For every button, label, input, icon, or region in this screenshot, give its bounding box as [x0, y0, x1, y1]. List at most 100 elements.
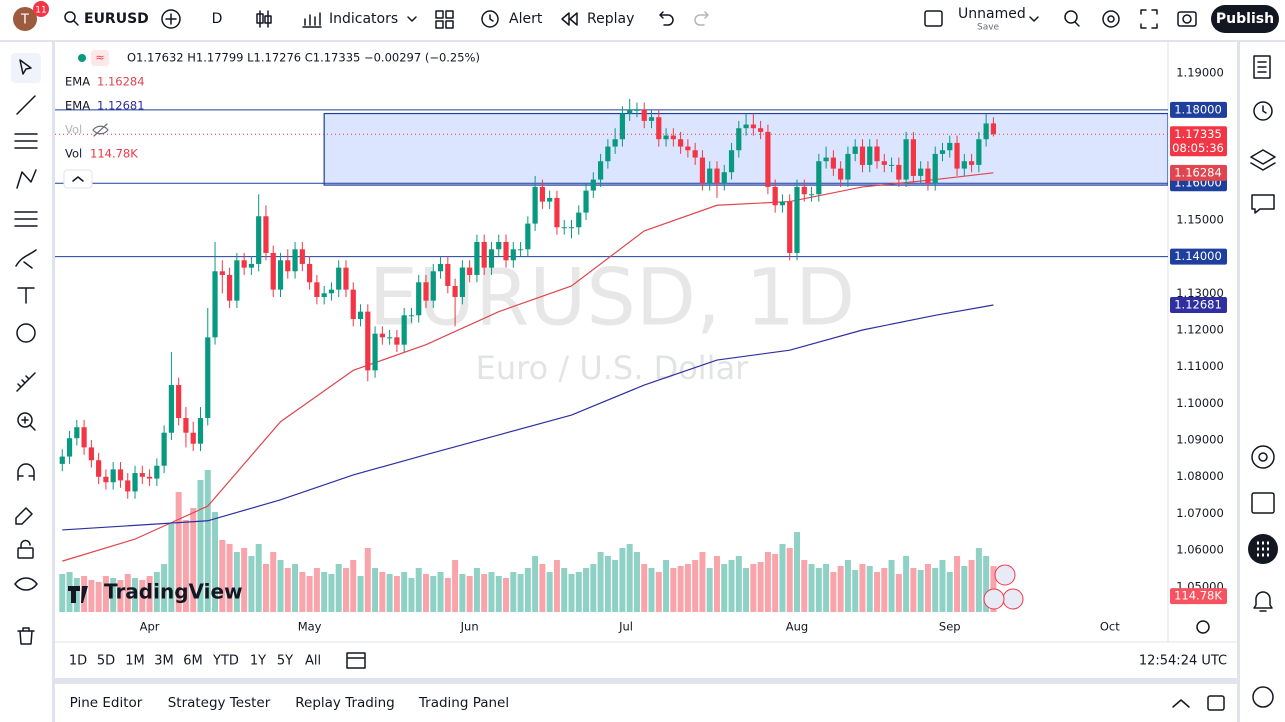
axis-settings[interactable]: [1196, 620, 1210, 634]
quick-search[interactable]: [1064, 10, 1078, 24]
symbol[interactable]: EURUSD: [84, 11, 149, 27]
tool-ruler[interactable]: [16, 372, 36, 392]
tool-pattern[interactable]: [16, 169, 37, 189]
candle-body: [670, 135, 676, 140]
replay-icon[interactable]: [561, 12, 578, 26]
indicators-icon[interactable]: [302, 12, 322, 28]
signals[interactable]: [1251, 445, 1275, 469]
range-button[interactable]: YTD: [212, 654, 239, 669]
tool-fib[interactable]: [14, 211, 38, 227]
collapse-legend[interactable]: [63, 169, 93, 189]
alert[interactable]: Alert: [509, 11, 543, 27]
notifications[interactable]: [1253, 591, 1273, 612]
layout-icon[interactable]: [924, 10, 943, 27]
volume-bar: [808, 564, 815, 612]
collapse-panel[interactable]: [1172, 699, 1190, 708]
tool-magnet[interactable]: [17, 463, 35, 481]
logo-mark: [68, 586, 88, 603]
tool-delete[interactable]: [17, 627, 35, 645]
interval[interactable]: D: [212, 11, 223, 27]
range-button[interactable]: 1D: [69, 654, 87, 669]
tool-channel[interactable]: [14, 133, 38, 149]
range-button[interactable]: 5Y: [277, 654, 293, 669]
event-flag[interactable]: [983, 588, 1005, 610]
volume-bar: [604, 556, 611, 612]
price-label: 1.16284: [1174, 165, 1222, 179]
range-button[interactable]: 1M: [125, 654, 145, 669]
chevron[interactable]: [1029, 16, 1039, 22]
chats[interactable]: [1251, 194, 1275, 214]
tool-visibility[interactable]: [14, 577, 38, 591]
publish-button[interactable]: [1211, 5, 1279, 33]
range-button[interactable]: All: [305, 654, 321, 669]
settings[interactable]: [1102, 10, 1120, 28]
price-label: 1.12681: [1174, 298, 1222, 312]
tool-zoom[interactable]: [17, 412, 33, 428]
range-button[interactable]: 3M: [154, 654, 174, 669]
volume-bar: [146, 576, 153, 612]
tool-stay[interactable]: [15, 507, 33, 525]
range-bar: 1D 5D 1M 3M 6M YTD 1Y 5Y All: [69, 654, 321, 669]
fullscreen[interactable]: [1140, 9, 1158, 29]
tool-line[interactable]: [16, 95, 36, 115]
hidden-icon[interactable]: [92, 123, 109, 137]
templates-icon[interactable]: [435, 10, 454, 29]
price-label-box: [1170, 101, 1227, 118]
replay[interactable]: Replay: [587, 11, 634, 27]
compare-icon[interactable]: [161, 9, 181, 29]
tool-text[interactable]: [17, 287, 35, 304]
volume-bar: [415, 568, 422, 612]
tool-cursor[interactable]: [19, 59, 32, 75]
alerts-panel[interactable]: [1253, 101, 1273, 121]
range-button[interactable]: 1Y: [250, 654, 266, 669]
volume-bar: [859, 564, 866, 612]
goto-date[interactable]: [346, 652, 366, 669]
watchlist[interactable]: [1253, 55, 1271, 79]
data-window[interactable]: [1250, 149, 1276, 171]
undo[interactable]: [659, 11, 674, 26]
candle-body: [932, 153, 938, 184]
vol-legend-name: Vol: [65, 147, 82, 161]
candle-body: [110, 469, 116, 483]
panel-tab[interactable]: Pine Editor: [70, 695, 143, 711]
range-button[interactable]: 5D: [97, 654, 115, 669]
candle-body: [707, 168, 713, 184]
indicators[interactable]: Indicators: [329, 11, 398, 27]
volume-bar: [983, 556, 990, 612]
event-flag[interactable]: [994, 564, 1016, 586]
volume-bar: [728, 560, 735, 612]
calendar[interactable]: [1251, 492, 1275, 514]
candle-body: [481, 241, 487, 268]
x-tick-label: Aug: [786, 620, 808, 634]
candle-body: [627, 109, 633, 114]
candle-body: [968, 161, 975, 165]
help[interactable]: [1252, 686, 1274, 708]
chart-type-icon[interactable]: [256, 10, 272, 28]
volume-bar: [226, 544, 233, 612]
candle-body: [139, 473, 145, 477]
avatar[interactable]: [13, 7, 37, 31]
volume-bar: [437, 572, 444, 612]
candle-body: [641, 109, 647, 121]
candle-body: [299, 249, 305, 264]
panel-tab[interactable]: Replay Trading: [295, 695, 394, 711]
panel-tab[interactable]: Trading Panel: [418, 695, 509, 711]
event-flag[interactable]: [1002, 588, 1024, 610]
range-button[interactable]: 6M: [183, 654, 203, 669]
panel-tab[interactable]: Strategy Tester: [168, 695, 271, 711]
candle-body: [445, 263, 451, 286]
y-tick-label: 1.19000: [1176, 66, 1224, 80]
publish-label: Publish: [1216, 11, 1274, 27]
layout-name[interactable]: Unnamed: [958, 6, 1026, 22]
candle-body: [467, 267, 473, 275]
alert-icon[interactable]: [481, 10, 499, 28]
tool-emoji[interactable]: [16, 323, 36, 343]
redo[interactable]: [694, 11, 709, 26]
maximize-panel[interactable]: [1207, 695, 1225, 711]
tool-lock[interactable]: [17, 547, 34, 559]
snapshot[interactable]: [1177, 11, 1197, 27]
search-icon[interactable]: [64, 11, 76, 23]
tool-brush[interactable]: [15, 249, 37, 269]
volume-bar: [197, 480, 204, 612]
chevron[interactable]: [407, 16, 417, 22]
